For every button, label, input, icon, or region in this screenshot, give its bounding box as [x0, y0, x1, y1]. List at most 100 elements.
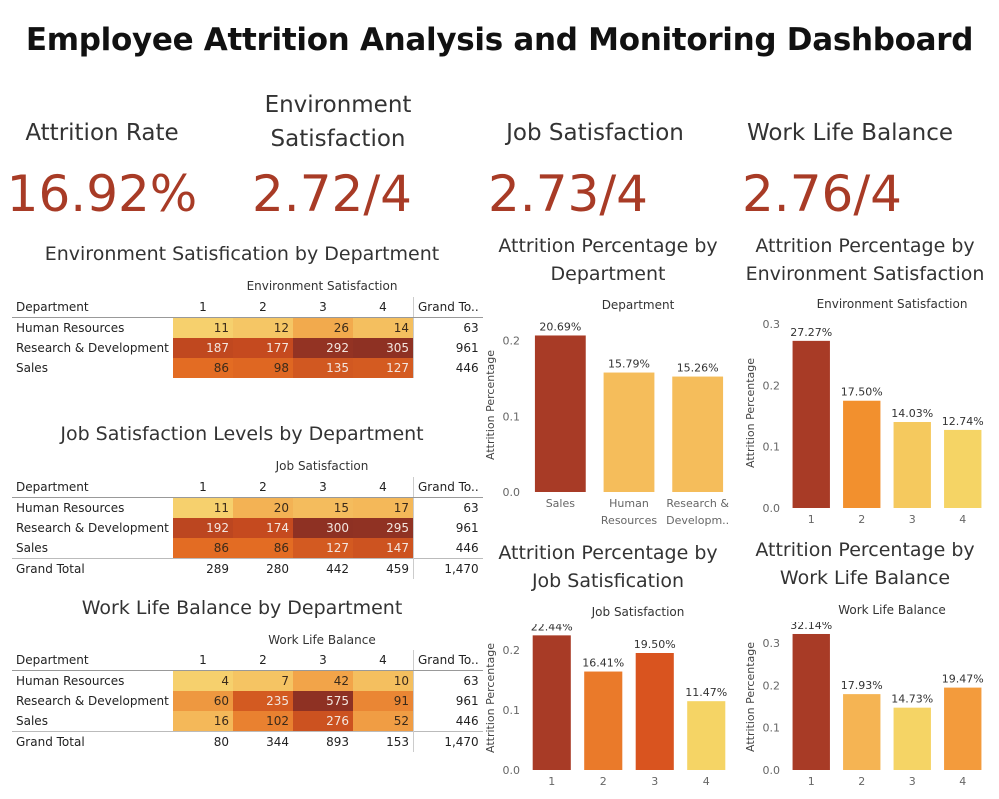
x-tick-label: 1: [548, 775, 555, 788]
heat-cell: 575: [293, 691, 353, 711]
heat-cell: 102: [233, 711, 293, 732]
row-label: Research & Development: [16, 694, 169, 708]
row-label: Human Resources: [16, 321, 125, 335]
chart-dept: Attrition Percentage 0.0 0.1 0.2 20.69% Sales…: [484, 320, 729, 527]
y-tick-label: 0.0: [503, 486, 521, 499]
chart-job: Attrition Percentage 0.0 0.1 0.2 22.44% 1 16.4…: [484, 624, 727, 788]
col-header-4: 4: [353, 477, 414, 498]
y-tick-label: 0.1: [763, 722, 781, 735]
row-total: 446: [412, 538, 483, 559]
job-satisfaction-table: Department 1 2 3 4 Grand To.. Human Reso…: [12, 477, 483, 579]
grand-total: 1,470: [412, 731, 483, 752]
bar: [893, 422, 931, 508]
heat-cell: 187: [173, 338, 233, 358]
bar: [532, 635, 571, 770]
col-header-grand-total: Grand To..: [412, 650, 483, 671]
col-header-4: 4: [353, 297, 414, 318]
row-label: Grand Total: [12, 558, 173, 579]
bar: [944, 429, 982, 508]
heat-cell: 26: [293, 317, 353, 338]
y-tick-label: 0.0: [503, 764, 521, 777]
heat-cell: 16: [173, 711, 233, 732]
heat-cell: 98: [233, 358, 293, 378]
data-label: 11.47%: [685, 686, 727, 699]
table-row: Research & Development 60 235 575 91 961: [12, 691, 483, 711]
data-label: 20.69%: [539, 320, 581, 333]
dashboard-title: Employee Attrition Analysis and Monitori…: [25, 22, 974, 58]
y-tick-label: 0.1: [763, 441, 781, 454]
col-header-grand-total: Grand To..: [412, 297, 483, 318]
kpi-attrition-label: Attrition Rate: [25, 120, 179, 146]
chart-env-title: Attrition Percentage by Environment Sati…: [745, 235, 985, 285]
x-tick-label: 2: [858, 775, 865, 788]
column-total: 153: [353, 731, 414, 752]
kpi-wlb-label: Work Life Balance: [746, 120, 954, 146]
row-label: Sales: [16, 541, 48, 555]
kpi-env-value: 2.72/4: [252, 165, 412, 223]
grand-total: 1,470: [412, 558, 483, 579]
column-total: 344: [233, 731, 293, 752]
env-table-column-group: Environment Satisfaction: [246, 279, 398, 293]
col-header-3: 3: [293, 477, 353, 498]
heat-cell: 86: [173, 538, 233, 559]
table-row: Human Resources 11 20 15 17 63: [12, 497, 483, 518]
data-label: 32.14%: [790, 622, 832, 632]
x-tick-label: 4: [703, 775, 710, 788]
y-tick-label: 0.3: [763, 318, 781, 331]
row-total: 446: [412, 711, 483, 732]
table-header-row: Department 1 2 3 4 Grand To..: [12, 650, 483, 671]
bar: [893, 707, 931, 770]
col-header-1: 1: [173, 650, 233, 671]
chart-wlb: Attrition Percentage 0.0 0.1 0.2 0.3 32.14% 1 1…: [744, 622, 984, 788]
y-axis-label: Attrition Percentage: [744, 358, 757, 468]
data-label: 15.79%: [608, 358, 650, 371]
wlb-table-column-group: Work Life Balance: [268, 633, 376, 647]
chart-wlb-title: Attrition Percentage by Work Life Balanc…: [755, 539, 975, 589]
column-total: 280: [233, 558, 293, 579]
x-tick-label: Research &: [666, 497, 729, 510]
table-row: Research & Development 187 177 292 305 9…: [12, 338, 483, 358]
heat-cell: 15: [293, 497, 353, 518]
heat-cell: 127: [353, 358, 414, 378]
heat-cell: 192: [173, 518, 233, 538]
col-header-department: Department: [12, 477, 173, 498]
kpi-wlb-value: 2.76/4: [742, 165, 902, 223]
data-label: 14.73%: [891, 693, 933, 706]
row-total: 63: [412, 317, 483, 338]
kpi-env-label: Environment Satisfaction: [264, 92, 412, 152]
env-table-title: Environment Satisfication by Department: [44, 243, 440, 265]
grand-total-row: Grand Total 80 344 893 153 1,470: [12, 731, 483, 752]
data-label: 14.03%: [891, 407, 933, 420]
wlb-table-title: Work Life Balance by Department: [81, 597, 403, 619]
x-tick-label: Developm..: [666, 514, 729, 527]
column-total: 80: [173, 731, 233, 752]
table-row: Human Resources 11 12 26 14 63: [12, 317, 483, 338]
column-total: 442: [293, 558, 353, 579]
y-axis-label: Attrition Percentage: [484, 643, 497, 753]
heat-cell: 295: [353, 518, 414, 538]
heat-cell: 86: [173, 358, 233, 378]
data-label: 19.50%: [634, 638, 676, 651]
bar: [944, 687, 982, 770]
heat-cell: 174: [233, 518, 293, 538]
chart-wlb-xlabel: Work Life Balance: [838, 603, 946, 617]
data-label: 17.93%: [841, 679, 883, 692]
row-total: 446: [412, 358, 483, 378]
heat-cell: 127: [293, 538, 353, 559]
y-tick-label: 0.2: [503, 644, 521, 657]
heat-cell: 7: [233, 670, 293, 691]
x-tick-label: Resources: [601, 514, 657, 527]
row-label: Sales: [16, 714, 48, 728]
job-table-title: Job Satisfaction Levels by Department: [60, 423, 424, 445]
heat-cell: 235: [233, 691, 293, 711]
job-table-column-group: Job Satisfaction: [275, 459, 369, 473]
kpi-job-label: Job Satisfaction: [506, 120, 684, 146]
x-tick-label: 2: [858, 513, 865, 526]
y-axis-label: Attrition Percentage: [484, 350, 497, 460]
col-header-2: 2: [233, 297, 293, 318]
y-tick-label: 0.2: [503, 335, 521, 348]
x-tick-label: 2: [600, 775, 607, 788]
table-row: Sales 16 102 276 52 446: [12, 711, 483, 732]
y-tick-label: 0.0: [763, 764, 781, 777]
y-tick-label: 0.1: [503, 704, 521, 717]
